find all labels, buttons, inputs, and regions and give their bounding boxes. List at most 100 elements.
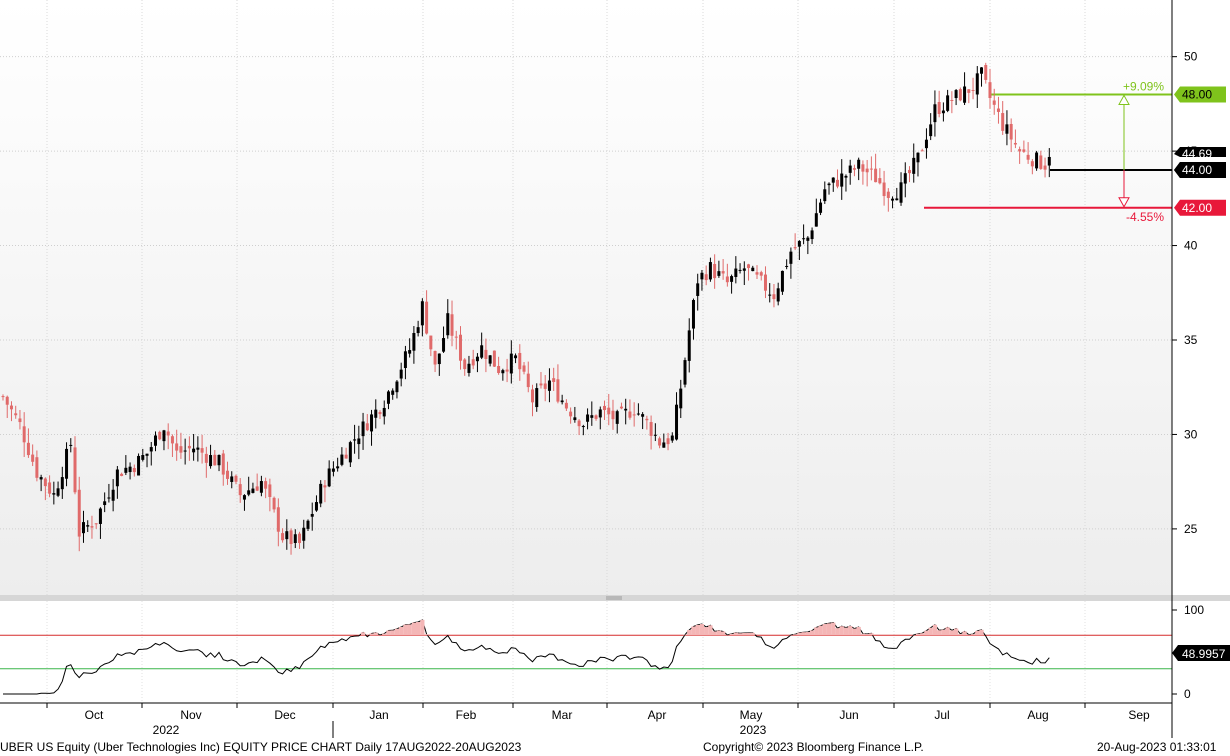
rsi-overbought-fill (394, 628, 400, 636)
candle-body (141, 455, 145, 460)
rsi-overbought-fill (733, 632, 738, 636)
rsi-overbought-fill (843, 627, 849, 636)
rsi-last-value-pill: 48.9957 (1172, 645, 1230, 661)
candle-body (128, 466, 132, 473)
candle-body (679, 388, 683, 409)
candle-body (505, 369, 509, 372)
candle-body (628, 411, 632, 418)
candle-body (463, 359, 467, 370)
candle-body (1035, 152, 1039, 169)
rsi-pill-bg (1172, 645, 1230, 661)
candle-body (1039, 155, 1043, 169)
candle-body (573, 417, 577, 421)
candle-body (590, 415, 594, 418)
candle-body (213, 454, 217, 466)
rsi-overbought-fill (403, 624, 408, 636)
candle-body (937, 102, 941, 114)
candle-body (882, 182, 886, 197)
candle-body (361, 421, 365, 437)
candle-body (259, 481, 263, 493)
rsi-overbought-fill (835, 628, 840, 636)
candle-body (891, 198, 895, 201)
candle-body (420, 301, 424, 326)
rsi-overbought-fill (953, 628, 959, 636)
candle-body (734, 268, 738, 277)
candle-body (708, 262, 712, 280)
candle-body (416, 327, 420, 334)
rsi-overbought-fill (979, 629, 984, 636)
candle-body (975, 73, 979, 95)
candle-body (607, 407, 611, 415)
candle-body (929, 124, 933, 137)
candle-body (204, 453, 208, 463)
candle-body (1026, 154, 1030, 160)
rsi-overbought-fill (822, 624, 827, 636)
candle-body (903, 173, 907, 184)
candle-body (730, 276, 734, 282)
candle-body (251, 488, 255, 493)
candle-body (594, 415, 598, 419)
candle-body (255, 486, 259, 491)
candle-body (344, 454, 348, 459)
candle-body (996, 108, 1000, 112)
rsi-overbought-fill (962, 631, 967, 636)
rsi-overbought-fill (970, 634, 976, 636)
candle-body (234, 475, 238, 482)
month-label: Jan (369, 708, 388, 722)
rsi-overbought-fill (382, 633, 387, 636)
rsi-overbought-fill (699, 624, 705, 636)
rsi-overbought-fill (742, 633, 747, 636)
candle-body (552, 378, 556, 382)
candle-body (247, 490, 251, 495)
candle-body (556, 379, 560, 402)
candle-body (446, 313, 450, 336)
rsi-overbought-fill (831, 622, 836, 636)
candle-body (488, 355, 492, 364)
month-label: Aug (1027, 708, 1048, 722)
price-tick-label: 30 (1184, 427, 1198, 441)
rsi-overbought-fill (386, 630, 391, 636)
panel-divider (0, 595, 1230, 601)
candle-body (412, 333, 416, 351)
candle-body (967, 89, 971, 93)
candle-body (738, 269, 742, 271)
candle-body (458, 334, 462, 361)
candle-body (658, 438, 662, 446)
candle-body (806, 237, 810, 241)
candle-body (149, 447, 153, 452)
candle-body (645, 418, 649, 421)
candle-body (992, 100, 996, 105)
last-price-label: 44.69 (1182, 147, 1212, 161)
price-tick-label: 40 (1184, 239, 1198, 253)
candle-body (1013, 142, 1017, 145)
candle-body (1, 396, 5, 398)
candle-body (111, 489, 115, 501)
rsi-overbought-fill (852, 628, 857, 636)
rsi-overbought-fill (695, 624, 700, 636)
grid-lines (0, 0, 1172, 703)
month-label: May (740, 708, 763, 722)
year-label: 2023 (740, 723, 767, 737)
candle-body (166, 431, 170, 436)
candle-body (340, 454, 344, 465)
candle-body (522, 365, 526, 372)
candle-body (984, 64, 988, 80)
candle-body (433, 350, 437, 365)
candle-body (747, 264, 751, 269)
candle-body (268, 484, 272, 498)
level-pill-bg (1174, 162, 1226, 178)
candle-body (31, 454, 35, 462)
candle-body (386, 391, 390, 404)
rsi-overbought-fill (797, 632, 802, 636)
candle-body (666, 438, 670, 445)
candle-body (586, 414, 590, 422)
rsi-overbought-fill (928, 627, 933, 636)
candle-body (43, 478, 47, 487)
candle-body (912, 157, 916, 174)
candle-body (26, 442, 30, 456)
rsi-tick-label: 0 (1184, 687, 1191, 701)
candle-body (107, 497, 111, 499)
candle-body (823, 189, 827, 202)
candle-body (514, 355, 518, 359)
rsi-overbought-fill (949, 630, 954, 636)
